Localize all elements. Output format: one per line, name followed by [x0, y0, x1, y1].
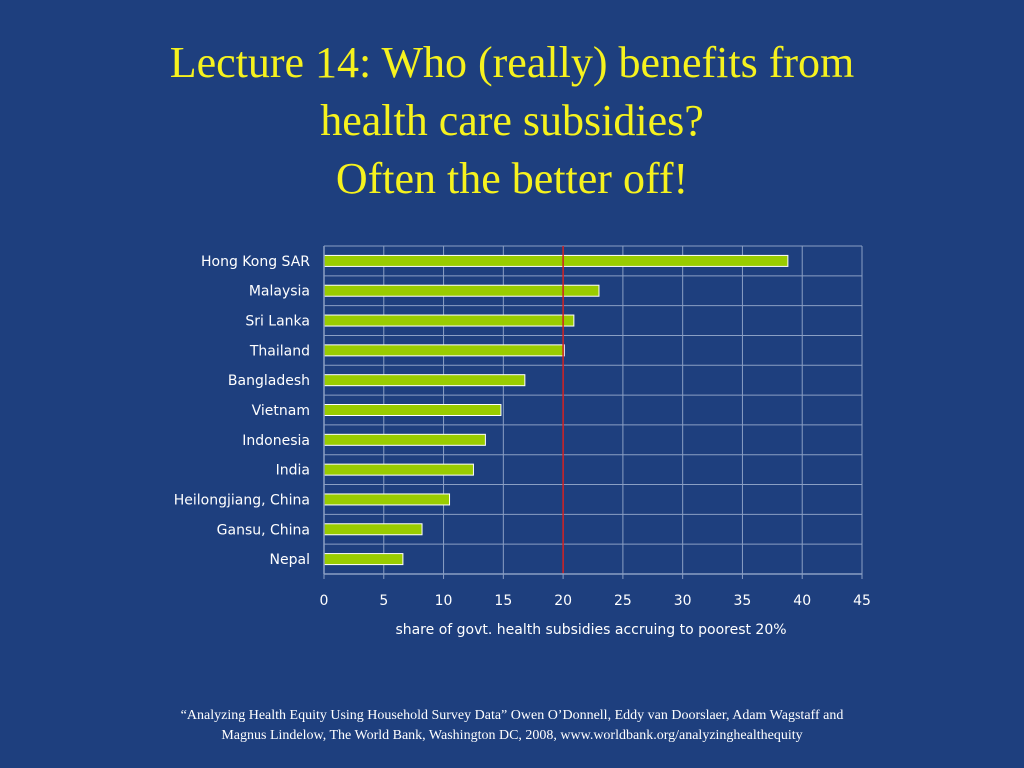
bar — [323, 553, 404, 566]
bars — [323, 254, 789, 566]
x-tick-label: 25 — [614, 593, 632, 609]
category-label: India — [276, 463, 310, 479]
bar — [323, 314, 575, 327]
axes — [323, 246, 863, 579]
category-label: Sri Lanka — [245, 314, 310, 330]
category-label: Heilongjiang, China — [174, 492, 310, 508]
source-line-2: Magnus Lindelow, The World Bank, Washing… — [221, 728, 803, 743]
x-axis-label: share of govt. health subsidies accruing… — [395, 622, 786, 638]
bar — [323, 493, 451, 506]
bar — [323, 523, 423, 536]
bar — [323, 344, 565, 357]
bar — [323, 374, 526, 387]
slide-title: Lecture 14: Who (really) benefits from h… — [0, 34, 1024, 208]
category-label: Malaysia — [249, 284, 310, 300]
source-line-1: “Analyzing Health Equity Using Household… — [180, 708, 844, 723]
x-tick-label: 15 — [494, 593, 512, 609]
category-label: Gansu, China — [217, 522, 310, 538]
title-line-2: health care subsidies? — [320, 96, 704, 145]
bar — [323, 433, 486, 446]
tick-labels: 0 5 10 15 20 25 30 35 40 45 — [320, 593, 871, 609]
bar — [323, 404, 502, 416]
category-label: Thailand — [249, 343, 310, 359]
x-tick-label: 45 — [853, 593, 871, 609]
x-tick-label: 35 — [734, 593, 752, 609]
x-tick-label: 20 — [554, 593, 572, 609]
x-tick-label: 40 — [793, 593, 811, 609]
bar — [323, 254, 789, 267]
category-label: Bangladesh — [228, 373, 310, 389]
x-tick-label: 30 — [674, 593, 692, 609]
source-citation: “Analyzing Health Equity Using Household… — [0, 706, 1024, 746]
category-labels: Hong Kong SAR Malaysia Sri Lanka Thailand Ba… — [174, 254, 311, 568]
category-label: Vietnam — [252, 403, 310, 419]
title-line-3: Often the better off! — [335, 154, 689, 203]
category-label: Nepal — [270, 552, 310, 568]
x-tick-label: 5 — [379, 593, 388, 609]
category-label: Indonesia — [242, 433, 310, 449]
bar — [323, 284, 600, 297]
x-tick-label: 10 — [435, 593, 453, 609]
title-line-1: Lecture 14: Who (really) benefits from — [169, 38, 855, 87]
x-tick-label: 0 — [320, 593, 329, 609]
bar — [323, 463, 474, 476]
category-label: Hong Kong SAR — [201, 254, 310, 270]
